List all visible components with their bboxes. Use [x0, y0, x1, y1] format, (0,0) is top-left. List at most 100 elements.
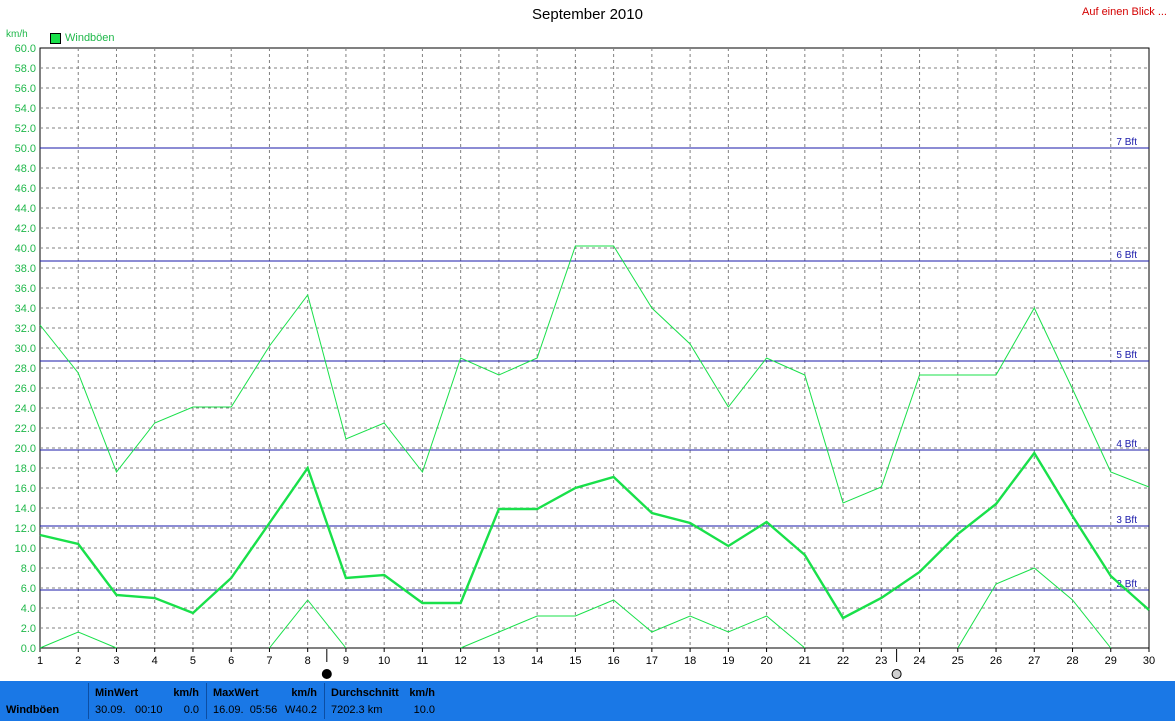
y-tick-label: 26.0 [15, 383, 36, 395]
series-line-min [460, 599, 806, 649]
avg-distance: 7202.3 km [331, 704, 383, 716]
series-line-min [269, 599, 347, 649]
beaufort-label: 2 Bft [1116, 579, 1137, 590]
max-header: MaxWert [213, 687, 259, 699]
footer-series-name: Windböen [6, 704, 60, 716]
min-value-cell: MinWert km/h 30.09. 00:10 0.0 [88, 683, 205, 719]
x-tick-label: 16 [607, 655, 619, 667]
x-tick-label: 13 [493, 655, 505, 667]
y-tick-label: 6.0 [21, 583, 36, 595]
y-tick-label: 60.0 [15, 43, 36, 55]
y-tick-label: 16.0 [15, 483, 36, 495]
y-tick-label: 46.0 [15, 183, 36, 195]
avg-unit: km/h [409, 687, 435, 699]
y-tick-label: 34.0 [15, 303, 36, 315]
min-time: 00:10 [135, 704, 163, 716]
y-tick-label: 24.0 [15, 403, 36, 415]
wind-gust-chart: 0.0 2.0 4.0 6.0 8.0 10.0 12.0 14.0 16.0 18.0 20.0 2… [15, 43, 1155, 679]
y-tick-label: 28.0 [15, 363, 36, 375]
series-line-min [39, 631, 117, 649]
max-value: 40.2 [295, 704, 317, 716]
y-tick-label: 20.0 [15, 443, 36, 455]
y-tick-label: 54.0 [15, 103, 36, 115]
x-tick-label: 17 [646, 655, 658, 667]
y-tick-label: 10.0 [15, 543, 36, 555]
x-tick-label: 14 [531, 655, 543, 667]
beaufort-label: 3 Bft [1116, 515, 1137, 526]
x-tick-label: 20 [760, 655, 772, 667]
summary-footer: Windböen MinWert km/h 30.09. 00:10 0.0 M… [0, 681, 1175, 721]
x-tick-label: 15 [569, 655, 581, 667]
x-tick-label: 29 [1105, 655, 1117, 667]
y-axis-unit: km/h [6, 29, 28, 40]
x-tick-label: 18 [684, 655, 696, 667]
avg-value: 10.0 [413, 704, 435, 716]
legend-swatch [50, 32, 61, 44]
beaufort-label: 4 Bft [1116, 439, 1137, 450]
y-tick-label: 56.0 [15, 83, 36, 95]
y-tick-label: 42.0 [15, 223, 36, 235]
x-tick-label: 3 [113, 655, 119, 667]
full-moon-icon [891, 669, 902, 679]
y-tick-label: 48.0 [15, 163, 36, 175]
x-tick-label: 23 [875, 655, 887, 667]
y-tick-label: 0.0 [21, 643, 36, 655]
y-tick-label: 4.0 [21, 603, 36, 615]
max-datetime: 16.09. 05:56 [213, 704, 278, 716]
y-tick-label: 40.0 [15, 243, 36, 255]
max-direction: W [285, 704, 296, 716]
y-tick-label: 52.0 [15, 123, 36, 135]
y-tick-label: 12.0 [15, 523, 36, 535]
x-tick-label: 19 [722, 655, 734, 667]
x-tick-label: 27 [1028, 655, 1040, 667]
x-tick-label: 30 [1143, 655, 1155, 667]
series-line-mean [39, 450, 1150, 620]
series-line-max [39, 245, 1150, 504]
x-tick-label: 1 [37, 655, 43, 667]
x-tick-label: 9 [343, 655, 349, 667]
y-tick-label: 38.0 [15, 263, 36, 275]
min-unit: km/h [173, 687, 199, 699]
y-tick-label: 22.0 [15, 423, 36, 435]
y-tick-label: 58.0 [15, 63, 36, 75]
legend-label: Windböen [65, 32, 115, 44]
x-tick-label: 25 [952, 655, 964, 667]
beaufort-label: 7 Bft [1116, 137, 1137, 148]
beaufort-label: 5 Bft [1116, 350, 1137, 361]
y-tick-label: 50.0 [15, 143, 36, 155]
x-tick-label: 21 [799, 655, 811, 667]
avg-header: Durchschnitt [331, 687, 399, 699]
y-tick-label: 18.0 [15, 463, 36, 475]
x-tick-label: 24 [913, 655, 925, 667]
min-value: 0.0 [183, 704, 199, 716]
y-tick-label: 8.0 [21, 563, 36, 575]
y-tick-label: 2.0 [21, 623, 36, 635]
x-tick-label: 8 [305, 655, 311, 667]
x-tick-label: 11 [417, 655, 428, 667]
y-tick-label: 32.0 [15, 323, 36, 335]
min-date: 30.09. [95, 704, 126, 716]
y-tick-label: 36.0 [15, 283, 36, 295]
y-tick-label: 30.0 [15, 343, 36, 355]
y-tick-label: 44.0 [15, 203, 36, 215]
x-tick-label: 28 [1066, 655, 1078, 667]
x-tick-label: 10 [378, 655, 390, 667]
x-tick-label: 5 [190, 655, 196, 667]
chart-title: September 2010 [532, 6, 643, 23]
x-tick-label: 4 [152, 655, 158, 667]
min-header: MinWert [95, 687, 139, 699]
legend: Windböen [50, 32, 115, 44]
y-tick-label: 14.0 [15, 503, 36, 515]
max-unit: km/h [291, 687, 317, 699]
x-tick-label: 22 [837, 655, 849, 667]
x-tick-label: 2 [75, 655, 81, 667]
average-value-cell: Durchschnitt km/h 7202.3 km 10.0 [324, 683, 441, 719]
x-tick-label: 7 [266, 655, 272, 667]
x-tick-label: 12 [455, 655, 467, 667]
x-tick-label: 26 [990, 655, 1002, 667]
overview-link[interactable]: Auf einen Blick ... [1082, 6, 1167, 18]
series-line-min [957, 567, 1112, 649]
beaufort-label: 6 Bft [1116, 250, 1137, 261]
x-tick-label: 6 [228, 655, 234, 667]
max-value-cell: MaxWert km/h 16.09. 05:56 W 40.2 [206, 683, 323, 719]
